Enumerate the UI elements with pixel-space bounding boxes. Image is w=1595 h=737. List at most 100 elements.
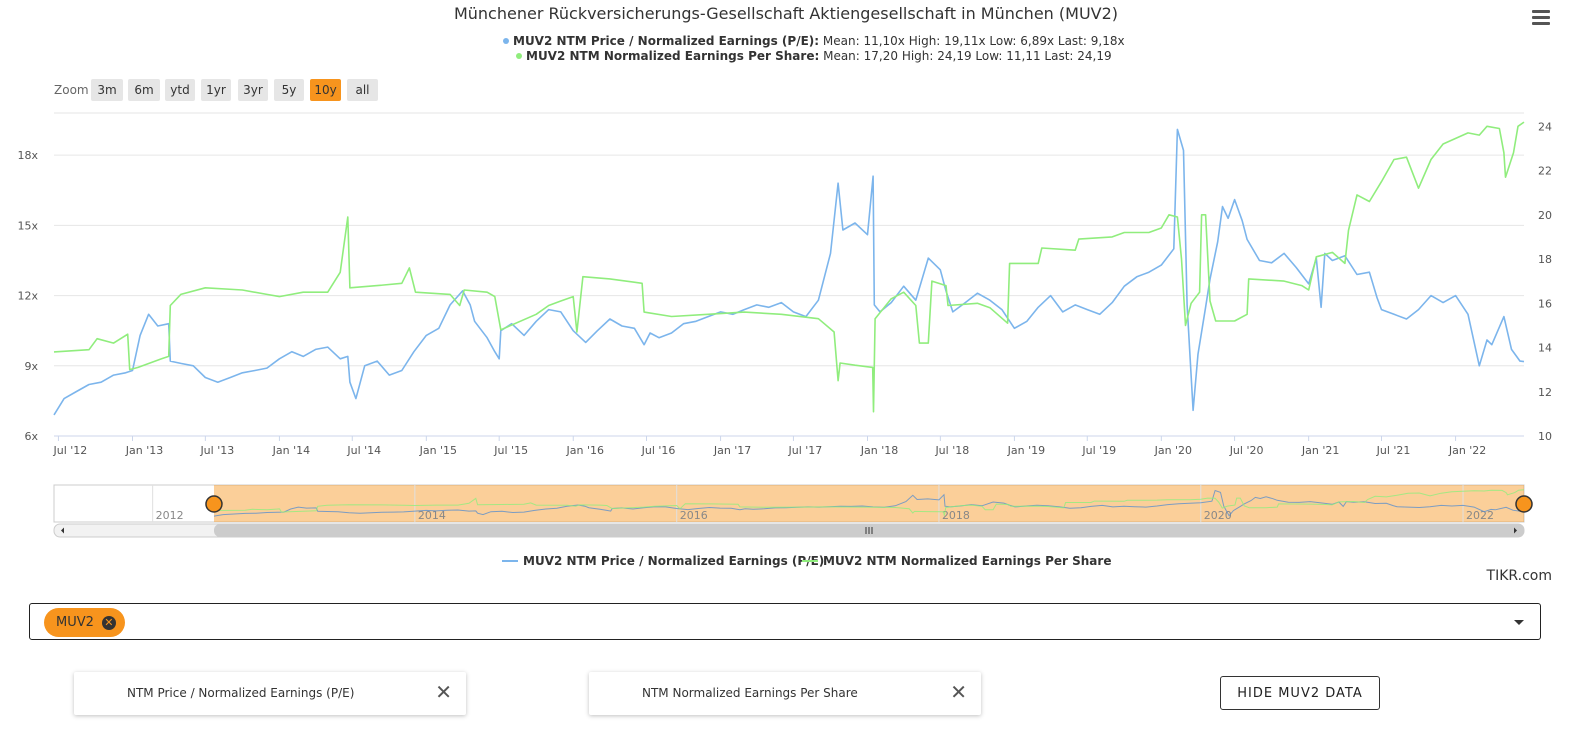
legend-eps-label: MUV2 NTM Normalized Earnings Per Share bbox=[823, 554, 1111, 568]
series-line-eps bbox=[53, 121, 1525, 413]
x-tick-label: Jan '16 bbox=[566, 444, 604, 457]
ticker-select[interactable]: MUV2 ✕ bbox=[29, 603, 1541, 640]
x-tick-label: Jul '14 bbox=[346, 444, 381, 457]
x-tick-label: Jul '13 bbox=[199, 444, 234, 457]
zoom-button-bg bbox=[165, 79, 195, 101]
legend-pe-label: MUV2 NTM Price / Normalized Earnings (P/… bbox=[523, 554, 824, 568]
hide-data-button[interactable]: HIDE MUV2 DATA bbox=[1220, 676, 1380, 710]
y-left-tick-label: 12x bbox=[17, 290, 38, 303]
zoom-button-bg bbox=[310, 79, 341, 101]
zoom-button-label: ytd bbox=[170, 83, 189, 97]
zoom-button-10y[interactable]: 10y bbox=[310, 79, 341, 101]
ticker-chip[interactable]: MUV2 ✕ bbox=[44, 608, 125, 637]
chip-remove-icon[interactable]: ✕ bbox=[101, 615, 116, 630]
eps-subtitle-name: MUV2 NTM Normalized Earnings Per Share: bbox=[526, 49, 819, 63]
x-tick-label: Jan '21 bbox=[1301, 444, 1339, 457]
x-tick-label: Jan '19 bbox=[1007, 444, 1045, 457]
scroll-right-icon[interactable] bbox=[1514, 527, 1517, 534]
navigator-series-pe bbox=[213, 489, 1524, 517]
x-tick-label: Jan '22 bbox=[1448, 444, 1486, 457]
eps-subtitle-stats: Mean: 17,20 High: 24,19 Low: 11,11 Last:… bbox=[823, 49, 1112, 63]
legend-item-eps[interactable]: MUV2 NTM Normalized Earnings Per Share bbox=[802, 554, 1111, 568]
x-tick-label: Jul '12 bbox=[53, 444, 88, 457]
x-tick-label: Jul '16 bbox=[641, 444, 676, 457]
chart-subtitle: MUV2 NTM Price / Normalized Earnings (P/… bbox=[503, 34, 1125, 63]
navigator[interactable]: 2012 2014 2016 2018 2020 2022 bbox=[53, 484, 1533, 538]
zoom-button-label: 3m bbox=[97, 83, 116, 97]
x-tick-label: Jul '17 bbox=[788, 444, 823, 457]
x-tick-label: Jul '20 bbox=[1229, 444, 1264, 457]
zoom-button-1yr[interactable]: 1yr bbox=[201, 79, 231, 101]
y-left-tick-label: 15x bbox=[17, 219, 38, 232]
ticker-chip-label: MUV2 bbox=[56, 615, 94, 630]
x-tick-label: Jan '18 bbox=[860, 444, 898, 457]
x-tick-label: Jul '18 bbox=[934, 444, 969, 457]
zoom-button-5y[interactable]: 5y bbox=[274, 79, 304, 101]
zoom-buttons: 3m 6m ytd 1yr 3yr 5y 10y all bbox=[91, 79, 378, 101]
zoom-button-label: 1yr bbox=[206, 83, 226, 97]
zoom-button-label: 6m bbox=[134, 83, 153, 97]
y-right-tick-label: 12 bbox=[1538, 386, 1552, 399]
navigator-handle-left[interactable] bbox=[205, 495, 223, 513]
zoom-button-label: all bbox=[355, 83, 369, 97]
close-icon[interactable]: ✕ bbox=[950, 680, 967, 704]
x-tick-label: Jul '19 bbox=[1081, 444, 1116, 457]
eps-subtitle-marker bbox=[516, 53, 522, 59]
navigator-year-label: 2022 bbox=[1466, 509, 1494, 522]
zoom-button-ytd[interactable]: ytd bbox=[165, 79, 195, 101]
x-tick-label: Jan '14 bbox=[272, 444, 310, 457]
y-axis-right: 10 12 14 16 18 20 22 24 bbox=[1538, 120, 1552, 443]
legend: MUV2 NTM Price / Normalized Earnings (P/… bbox=[502, 554, 1111, 568]
chart-title: Münchener Rückversicherungs-Gesellschaft… bbox=[454, 4, 1118, 23]
x-tick-label: Jul '21 bbox=[1376, 444, 1411, 457]
y-axis-left: 6x 9x 12x 15x 18x bbox=[17, 149, 38, 443]
y-right-tick-label: 22 bbox=[1538, 165, 1552, 178]
navigator-selection[interactable] bbox=[213, 485, 1524, 522]
zoom-button-bg bbox=[91, 79, 123, 101]
y-right-tick-label: 24 bbox=[1538, 120, 1552, 133]
navigator-year-label: 2020 bbox=[1204, 509, 1232, 522]
y-left-tick-label: 18x bbox=[17, 149, 38, 162]
y-right-tick-label: 10 bbox=[1538, 430, 1552, 443]
y-left-tick-label: 6x bbox=[24, 430, 38, 443]
navigator-year-label: 2018 bbox=[942, 509, 970, 522]
x-tick-label: Jan '17 bbox=[713, 444, 751, 457]
x-tick-label: Jan '15 bbox=[419, 444, 457, 457]
metric-card-pe: NTM Price / Normalized Earnings (P/E) ✕ bbox=[74, 672, 466, 715]
credit-text[interactable]: TIKR.com bbox=[1486, 568, 1552, 584]
zoom-button-bg bbox=[201, 79, 231, 101]
pe-subtitle-name: MUV2 NTM Price / Normalized Earnings (P/… bbox=[513, 34, 819, 48]
zoom-button-6m[interactable]: 6m bbox=[128, 79, 160, 101]
navigator-year-label: 2016 bbox=[680, 509, 708, 522]
y-left-tick-label: 9x bbox=[24, 360, 38, 373]
legend-item-pe[interactable]: MUV2 NTM Price / Normalized Earnings (P/… bbox=[502, 554, 824, 568]
y-right-tick-label: 14 bbox=[1538, 342, 1552, 355]
series-line-pe bbox=[53, 128, 1525, 416]
zoom-button-3m[interactable]: 3m bbox=[91, 79, 123, 101]
zoom-button-bg bbox=[128, 79, 160, 101]
x-tick-label: Jan '13 bbox=[125, 444, 163, 457]
x-axis: Jul '12 Jan '13 Jul '13 Jan '14 Jul '14 Jan '… bbox=[53, 435, 1524, 457]
navigator-year-label: 2014 bbox=[418, 509, 446, 522]
plot-area bbox=[53, 121, 1525, 416]
scroll-left-icon[interactable] bbox=[61, 527, 64, 534]
zoom-button-bg bbox=[347, 79, 378, 101]
pe-subtitle-marker bbox=[503, 38, 509, 44]
navigator-handle-right[interactable] bbox=[1515, 495, 1533, 513]
eps-subtitle-text: MUV2 NTM Normalized Earnings Per Share: … bbox=[526, 49, 1112, 63]
pe-subtitle-text: MUV2 NTM Price / Normalized Earnings (P/… bbox=[513, 34, 1125, 48]
zoom-button-bg bbox=[238, 79, 268, 101]
x-tick-label: Jan '20 bbox=[1154, 444, 1192, 457]
y-right-tick-label: 18 bbox=[1538, 253, 1552, 266]
metric-card-eps: NTM Normalized Earnings Per Share ✕ bbox=[589, 672, 981, 715]
zoom-button-3yr[interactable]: 3yr bbox=[238, 79, 268, 101]
menu-icon[interactable] bbox=[1532, 10, 1550, 26]
close-icon[interactable]: ✕ bbox=[435, 680, 452, 704]
chevron-down-icon[interactable] bbox=[1514, 620, 1524, 625]
navigator-year-label: 2012 bbox=[156, 509, 184, 522]
y-right-tick-label: 16 bbox=[1538, 297, 1552, 310]
zoom-button-all[interactable]: all bbox=[347, 79, 378, 101]
x-tick-label: Jul '15 bbox=[493, 444, 528, 457]
zoom-button-label: 3yr bbox=[243, 83, 263, 97]
metric-card-pe-label: NTM Price / Normalized Earnings (P/E) bbox=[127, 686, 355, 700]
